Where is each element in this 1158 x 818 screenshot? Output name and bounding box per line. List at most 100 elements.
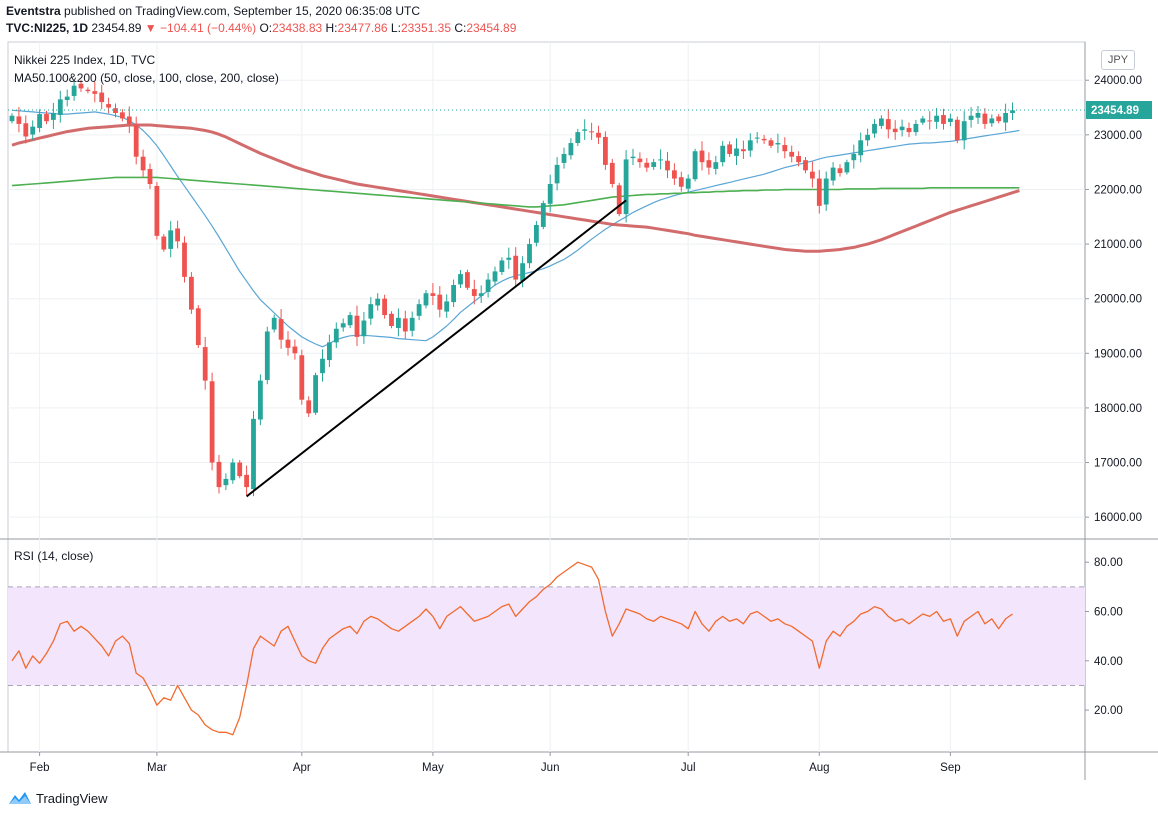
- candle-body: [396, 317, 401, 328]
- candle-body: [706, 160, 712, 168]
- candle-body: [844, 162, 850, 173]
- candle: [382, 294, 387, 319]
- candle-body: [471, 289, 477, 296]
- candle: [823, 171, 829, 211]
- rsi-band: [8, 586, 1085, 686]
- candle-body: [120, 112, 125, 119]
- candle-body: [768, 140, 774, 146]
- candle: [789, 145, 795, 163]
- candle: [471, 279, 477, 305]
- candle-body: [975, 113, 981, 118]
- candle: [327, 334, 332, 368]
- last-price-tag: [1086, 101, 1152, 120]
- price-tick-label: 24000.00: [1094, 75, 1142, 87]
- candle: [899, 119, 905, 137]
- candle: [161, 234, 167, 252]
- candle-body: [168, 230, 174, 249]
- candle-body: [603, 136, 608, 165]
- tradingview-footer[interactable]: TradingView: [8, 790, 108, 806]
- candle-body: [534, 224, 539, 243]
- candle-body: [754, 137, 760, 139]
- candle: [182, 236, 187, 283]
- candle-body: [665, 160, 670, 171]
- candle-body: [230, 462, 236, 481]
- candle-body: [423, 293, 429, 306]
- price-tick-label: 20000.00: [1094, 294, 1142, 306]
- candle: [258, 374, 263, 426]
- candle-body: [561, 153, 567, 163]
- candle-body: [520, 263, 525, 281]
- candle-body: [292, 346, 298, 354]
- candle: [568, 138, 574, 160]
- candle-body: [651, 162, 657, 167]
- candle: [954, 116, 960, 144]
- candle: [368, 297, 374, 325]
- candle: [540, 200, 546, 230]
- ma50-line: [11, 109, 1020, 348]
- candle: [747, 133, 753, 157]
- ma200-line: [11, 176, 1020, 208]
- candle-body: [71, 85, 77, 96]
- candle-body: [437, 294, 443, 310]
- candle: [948, 113, 953, 127]
- candle-body: [775, 143, 781, 145]
- candle-body: [837, 168, 843, 174]
- time-tick-label: Mar: [147, 762, 167, 774]
- candle-body: [175, 228, 180, 242]
- candle-body: [803, 160, 808, 171]
- candle: [603, 131, 608, 170]
- candle: [830, 162, 836, 186]
- candle-body: [892, 128, 898, 133]
- candle-body: [320, 358, 325, 374]
- candle: [313, 372, 318, 415]
- candle: [554, 157, 560, 191]
- candle-body: [313, 375, 318, 413]
- candle: [478, 285, 484, 303]
- candle-body: [865, 134, 870, 141]
- candle: [44, 110, 49, 125]
- candle: [499, 257, 505, 275]
- candle-body: [823, 178, 829, 205]
- candle-body: [78, 83, 84, 89]
- candle: [713, 155, 719, 175]
- currency-button[interactable]: JPY: [1101, 50, 1135, 70]
- candle: [16, 107, 22, 133]
- candle-body: [996, 116, 1002, 122]
- candle-body: [154, 185, 160, 236]
- low-label: L:: [390, 21, 401, 35]
- candle-body: [182, 242, 187, 277]
- ma-legend: MA50.100&200 (50, close, 100, close, 200…: [14, 71, 279, 85]
- symbol-label: TVC:NI225, 1D: [6, 21, 89, 35]
- candle: [741, 140, 746, 159]
- candle-body: [851, 153, 857, 161]
- candle-body: [658, 159, 663, 161]
- publisher-name[interactable]: Eventstra: [6, 4, 61, 18]
- candle: [913, 119, 919, 136]
- candle: [665, 152, 670, 179]
- candle-body: [575, 132, 581, 144]
- candle: [561, 147, 567, 169]
- candle: [195, 305, 201, 349]
- candle-body: [789, 151, 795, 157]
- last-price-label: 23454.89: [1091, 105, 1139, 117]
- candle-body: [810, 171, 815, 179]
- price-tick-label: 21000.00: [1094, 239, 1142, 251]
- candle: [892, 120, 898, 140]
- candle: [706, 152, 712, 175]
- candle: [444, 294, 450, 318]
- candle: [154, 181, 160, 240]
- candle-body: [389, 313, 394, 326]
- candle-body: [237, 462, 243, 477]
- candle-body: [734, 148, 739, 156]
- candle: [768, 137, 774, 148]
- candle-body: [630, 156, 636, 159]
- time-tick-label: Feb: [30, 762, 50, 774]
- close-label: C:: [454, 21, 467, 35]
- candle-body: [140, 156, 146, 171]
- candle: [796, 151, 801, 167]
- candle: [237, 460, 243, 479]
- candle-body: [678, 177, 684, 187]
- publish-line: Eventstra published on TradingView.com, …: [6, 4, 516, 19]
- candle: [961, 111, 967, 150]
